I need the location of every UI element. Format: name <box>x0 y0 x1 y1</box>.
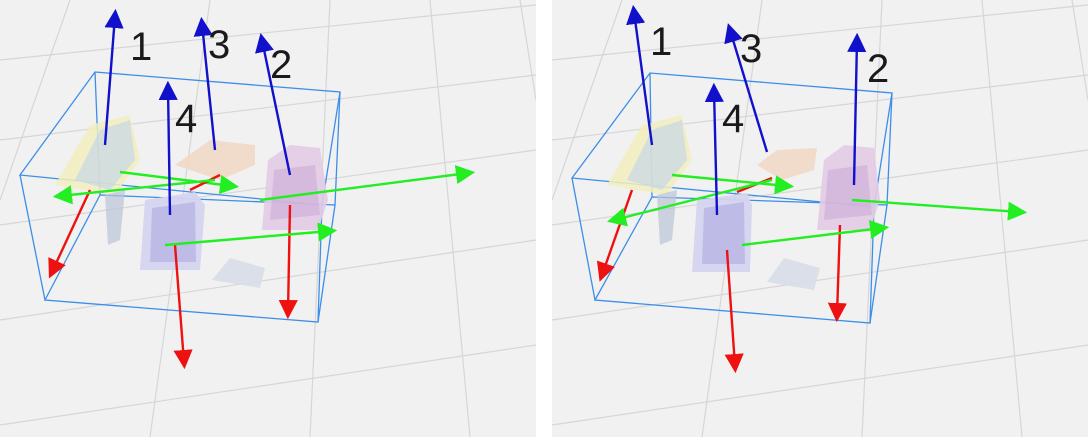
y-axis-3 <box>52 178 216 205</box>
y-axis-2 <box>259 165 476 202</box>
x-axis-4 <box>724 249 744 374</box>
object-label-3: 3 <box>740 27 762 71</box>
z-axis-1 <box>103 8 124 146</box>
left-view-panel: 1 2 3 4 <box>0 0 536 437</box>
z-axis-2 <box>847 32 867 186</box>
x-axis-4 <box>173 244 193 370</box>
object-label-3: 3 <box>208 23 230 67</box>
z-axis-4 <box>158 80 178 216</box>
x-axis-3 <box>189 173 221 192</box>
point-cloud-1 <box>607 115 692 245</box>
x-axis-2 <box>827 224 847 323</box>
point-cloud-4 <box>692 193 820 290</box>
z-axis-1 <box>626 4 654 146</box>
z-axis-2 <box>255 32 292 176</box>
left-3d-scene: 1 2 3 4 <box>0 0 536 437</box>
object-label-4: 4 <box>175 97 197 141</box>
x-axis-1 <box>48 189 92 279</box>
point-cloud-1 <box>55 115 140 245</box>
x-axis-2 <box>278 204 298 320</box>
point-cloud-3 <box>757 148 817 180</box>
pose-axes <box>596 4 1028 374</box>
object-label-2: 2 <box>867 47 889 91</box>
point-cloud-3 <box>175 140 255 180</box>
point-cloud-2 <box>262 145 328 230</box>
point-cloud-2 <box>817 145 880 230</box>
y-axis-4 <box>741 219 890 247</box>
x-axis-1 <box>596 189 634 282</box>
right-view-panel: 1 2 3 4 <box>552 0 1088 437</box>
object-label-2: 2 <box>270 43 292 87</box>
z-axis-3 <box>724 23 769 153</box>
point-cloud-4 <box>140 192 265 288</box>
y-axis-1 <box>671 173 795 195</box>
object-label-1: 1 <box>130 25 152 69</box>
y-axis-4 <box>164 222 338 247</box>
y-axis-1 <box>119 170 240 195</box>
z-axis-4 <box>704 82 724 216</box>
y-axis-2 <box>851 198 1028 221</box>
object-label-1: 1 <box>650 20 672 64</box>
pose-axes <box>48 8 476 370</box>
y-axis-3 <box>607 178 773 227</box>
object-label-4: 4 <box>722 97 744 141</box>
right-3d-scene: 1 2 3 4 <box>552 0 1088 437</box>
z-axis-3 <box>193 16 217 151</box>
